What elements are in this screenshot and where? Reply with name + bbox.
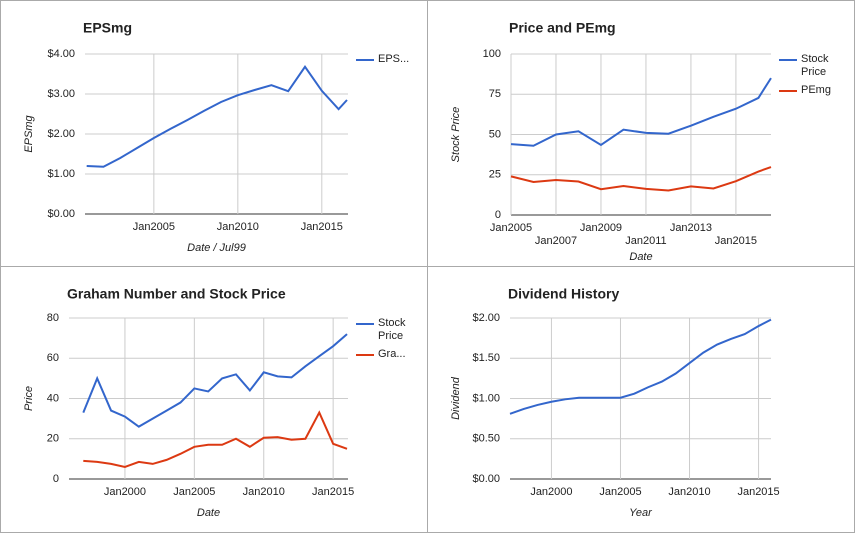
x-axis-label: Date / Jul99: [187, 242, 246, 254]
y-tick-label: 0: [495, 209, 501, 221]
y-tick-label: $0.00: [47, 208, 75, 220]
legend-label: EPS...: [378, 53, 410, 65]
y-tick-label: 60: [47, 352, 59, 364]
legend-swatch: [356, 59, 374, 61]
x-tick-label: Jan2015: [312, 486, 354, 498]
legend-swatch: [356, 354, 374, 356]
chart-panel: Graham Number and Stock Price 0 20 40 60 80 Ja…: [0, 266, 428, 533]
y-tick-label: 0: [53, 473, 59, 485]
y-axis-label: Stock Price: [450, 107, 462, 163]
x-axis-label: Year: [629, 507, 653, 519]
chart: EPSmg $0.00 $1.00 $2.00 $3.00 $4.00 Jan2005 Jan…: [23, 20, 348, 254]
legend-item: Stock Price: [779, 53, 853, 79]
x-tick-label: Jan2010: [668, 486, 710, 498]
x-tick-label: Jan2011: [625, 235, 666, 247]
y-tick-label: 50: [489, 128, 501, 140]
x-tick-label: Jan2000: [104, 486, 146, 498]
legend-label: Stock Price: [378, 317, 406, 342]
x-tick-label: Jan2010: [243, 486, 285, 498]
data-line: [82, 333, 348, 428]
legend-label: PEmg: [801, 84, 831, 96]
y-tick-label: 20: [47, 433, 59, 445]
y-tick-label: $2.00: [472, 312, 500, 324]
x-tick-label: Jan2013: [670, 222, 712, 234]
y-tick-label: $3.00: [47, 88, 75, 100]
chart: Graham Number and Stock Price 0 20 40 60 80 Ja…: [23, 286, 354, 519]
chart: Dividend History $0.00 $0.50 $1.00 $1.50 $2.0…: [450, 286, 780, 519]
y-tick-label: $0.00: [472, 473, 500, 485]
legend-label: Stock Price: [801, 53, 829, 78]
x-axis-label: Date: [629, 251, 652, 263]
x-tick-label: Jan2009: [580, 222, 622, 234]
x-tick-label: Jan2010: [217, 221, 259, 233]
chart-panel: Price and PEmg 0 25 50 75 100 Jan2005 Jan2007 Ja…: [427, 0, 855, 267]
y-tick-label: 80: [47, 312, 59, 324]
x-tick-label: Jan2015: [301, 221, 343, 233]
data-line: [510, 77, 772, 147]
legend-swatch: [356, 323, 374, 325]
x-tick-label: Jan2015: [715, 235, 757, 247]
legend-item: PEmg: [779, 84, 853, 97]
x-tick-label: Jan2007: [535, 235, 577, 247]
x-axis-label: Date: [197, 507, 220, 519]
y-axis-label: EPSmg: [23, 114, 35, 152]
y-tick-label: 40: [47, 392, 59, 404]
y-tick-label: $2.00: [47, 128, 75, 140]
legend-item: EPS...: [356, 53, 430, 66]
x-tick-label: Jan2005: [599, 486, 641, 498]
chart-panel: EPSmg $0.00 $1.00 $2.00 $3.00 $4.00 Jan2005 Jan…: [0, 0, 428, 267]
chart-title: Price and PEmg: [509, 20, 616, 36]
y-tick-label: $4.00: [47, 48, 75, 60]
x-tick-label: Jan2005: [173, 486, 215, 498]
y-tick-label: $1.00: [47, 168, 75, 180]
chart-title: Graham Number and Stock Price: [67, 286, 286, 302]
data-line: [83, 410, 348, 468]
legend-swatch: [779, 59, 797, 61]
chart-title: EPSmg: [83, 20, 132, 36]
chart: Price and PEmg0255075100Jan2005Jan2007Ja…: [450, 20, 772, 263]
y-tick-label: 75: [489, 88, 501, 100]
data-line: [509, 318, 772, 415]
x-tick-label: Jan2005: [490, 222, 532, 234]
x-tick-label: Jan2000: [530, 486, 572, 498]
y-tick-label: 100: [483, 48, 501, 60]
x-tick-label: Jan2015: [737, 486, 779, 498]
y-tick-label: $1.50: [472, 352, 500, 364]
legend-swatch: [779, 90, 797, 92]
legend-label: Gra...: [378, 348, 406, 360]
y-axis-label: Price: [23, 386, 35, 411]
legend-item: Gra...: [356, 348, 430, 361]
chart-panel: Dividend History $0.00 $0.50 $1.00 $1.50 $2.0…: [427, 266, 855, 533]
legend-item: Stock Price: [356, 317, 430, 343]
y-axis-label: Dividend: [450, 376, 462, 420]
data-line: [86, 65, 348, 168]
y-tick-label: $1.00: [472, 392, 500, 404]
x-tick-label: Jan2005: [133, 221, 175, 233]
data-line: [510, 166, 772, 192]
chart-title: Dividend History: [508, 286, 619, 302]
y-tick-label: 25: [489, 169, 501, 181]
y-tick-label: $0.50: [472, 433, 500, 445]
